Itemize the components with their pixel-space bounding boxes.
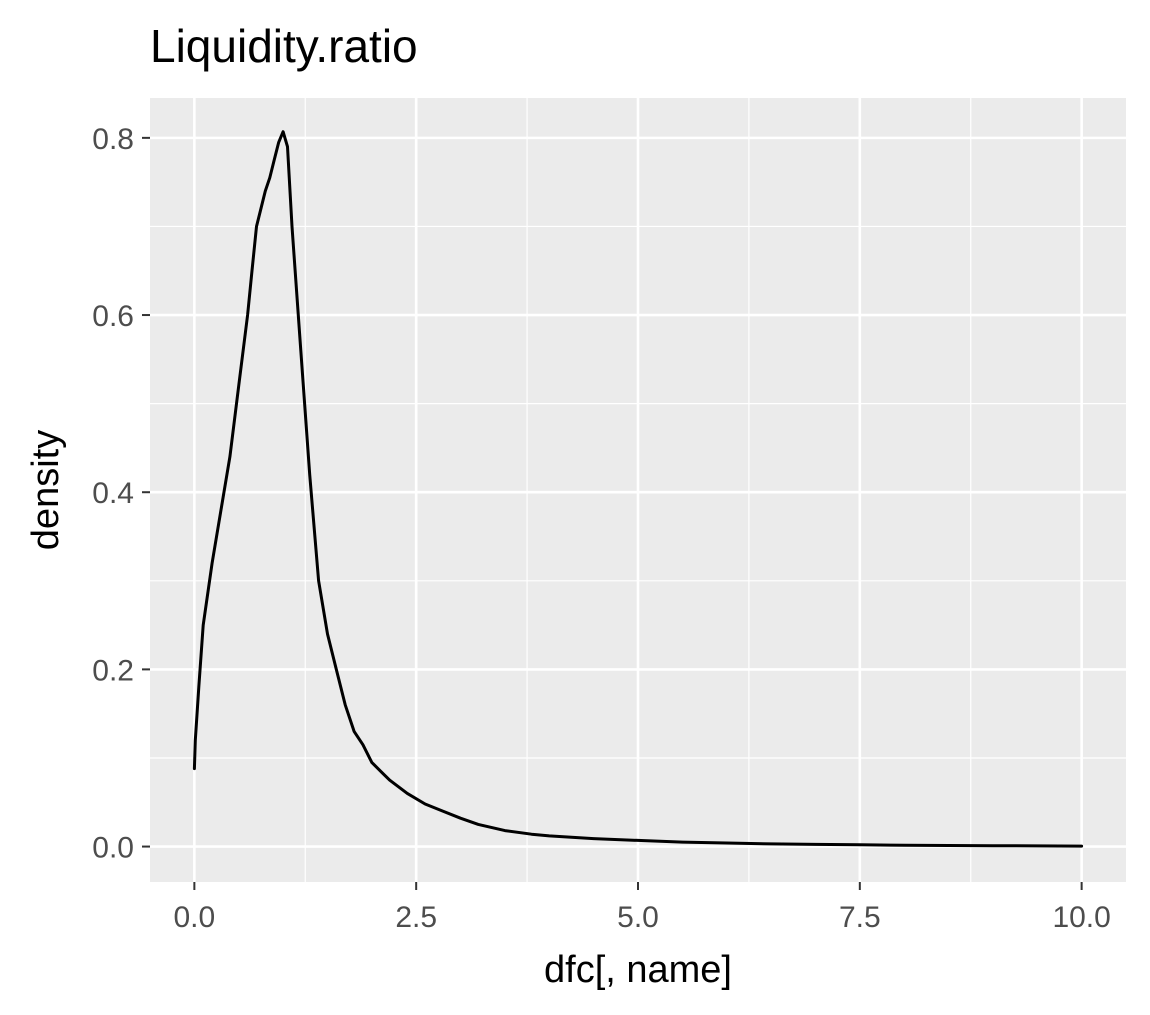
y-tick-label: 0.4: [92, 477, 134, 510]
y-axis: 0.0 0.2 0.4 0.6 0.8: [92, 123, 150, 865]
x-tick-label: 0.0: [174, 901, 216, 934]
x-tick-label: 5.0: [617, 901, 659, 934]
y-tick-label: 0.6: [92, 300, 134, 333]
x-tick-label: 10.0: [1052, 901, 1110, 934]
series-layer: [192, 130, 1084, 848]
chart-title: Liquidity.ratio: [150, 20, 418, 72]
y-axis-title: density: [25, 430, 67, 550]
y-tick-label: 0.2: [92, 654, 134, 687]
x-axis-title: dfc[, name]: [544, 949, 732, 991]
x-axis: 0.0 2.5 5.0 7.5 10.0: [174, 882, 1111, 934]
y-tick-label: 0.8: [92, 123, 134, 156]
x-tick-label: 7.5: [839, 901, 881, 934]
y-tick-label: 0.0: [92, 832, 134, 865]
density-line: [192, 130, 1084, 848]
x-tick-label: 2.5: [395, 901, 437, 934]
